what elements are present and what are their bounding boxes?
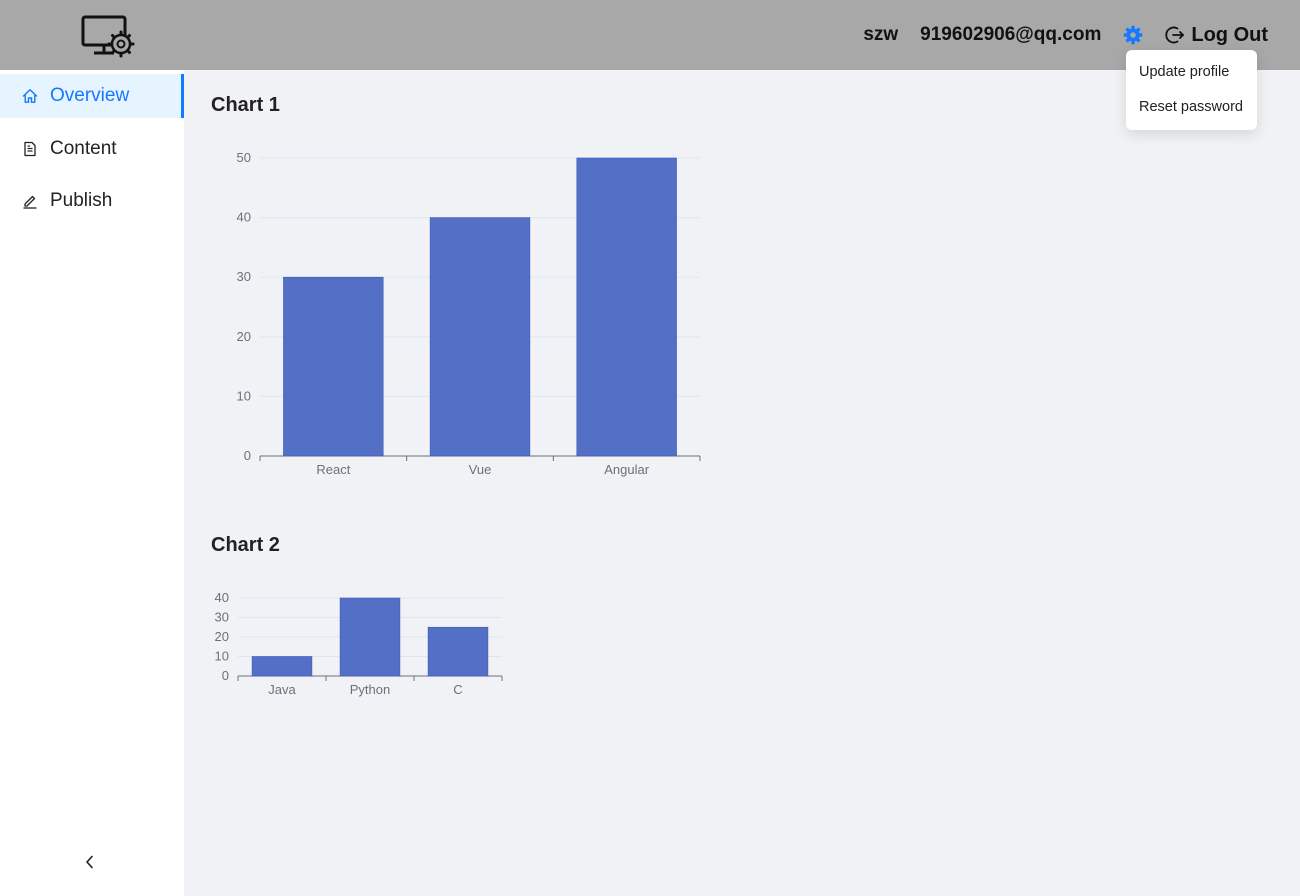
- y-tick-label: 20: [215, 629, 229, 644]
- bar: [283, 276, 384, 457]
- sidebar-item-content[interactable]: Content: [0, 127, 184, 171]
- sidebar-item-publish[interactable]: Publish: [0, 179, 184, 223]
- dropdown-item-update-profile[interactable]: Update profile: [1139, 64, 1230, 80]
- top-header: szw 919602906@qq.com: [0, 0, 1300, 70]
- x-tick-label: C: [453, 682, 462, 697]
- home-icon: [22, 89, 38, 103]
- logout-button[interactable]: Log Out: [1165, 24, 1268, 47]
- sidebar: Overview Content Publish: [0, 70, 184, 896]
- monitor-gear-icon[interactable]: [78, 12, 136, 58]
- y-tick-label: 20: [237, 329, 251, 344]
- bar: [427, 626, 489, 677]
- y-tick-label: 10: [215, 649, 229, 664]
- bar: [339, 597, 401, 677]
- user-area: szw 919602906@qq.com: [863, 0, 1268, 70]
- settings-dropdown: Update profile Reset password: [1126, 50, 1257, 130]
- sidebar-item-label: Content: [50, 138, 117, 159]
- gear-icon[interactable]: [1123, 25, 1143, 45]
- chevron-left-icon[interactable]: [80, 852, 100, 872]
- x-tick-label: Java: [268, 682, 296, 697]
- bar: [251, 656, 313, 677]
- chart-1-title: Chart 1: [211, 94, 280, 116]
- y-tick-label: 40: [237, 210, 251, 225]
- y-tick-label: 10: [237, 388, 251, 403]
- username: szw: [863, 24, 899, 45]
- x-tick-label: Python: [350, 682, 390, 697]
- x-tick-label: React: [316, 462, 350, 477]
- x-tick-label: Angular: [604, 462, 649, 477]
- y-tick-label: 40: [215, 590, 229, 605]
- x-tick-label: Vue: [469, 462, 492, 477]
- edit-icon: [23, 195, 37, 209]
- y-tick-label: 0: [222, 668, 229, 683]
- y-tick-label: 30: [215, 610, 229, 625]
- chart-2-title: Chart 2: [211, 534, 280, 556]
- user-email: 919602906@qq.com: [920, 24, 1102, 45]
- dropdown-item-reset-password[interactable]: Reset password: [1139, 99, 1243, 115]
- sidebar-item-overview[interactable]: Overview: [0, 74, 184, 118]
- sidebar-item-label: Overview: [50, 85, 130, 106]
- bar: [429, 217, 531, 457]
- logout-icon: [1165, 26, 1185, 44]
- bar: [576, 157, 677, 457]
- document-icon: [24, 141, 36, 157]
- y-tick-label: 0: [244, 448, 251, 463]
- y-tick-label: 50: [237, 150, 251, 165]
- logout-label: Log Out: [1191, 23, 1268, 46]
- sidebar-item-label: Publish: [50, 190, 113, 211]
- y-tick-label: 30: [237, 269, 251, 284]
